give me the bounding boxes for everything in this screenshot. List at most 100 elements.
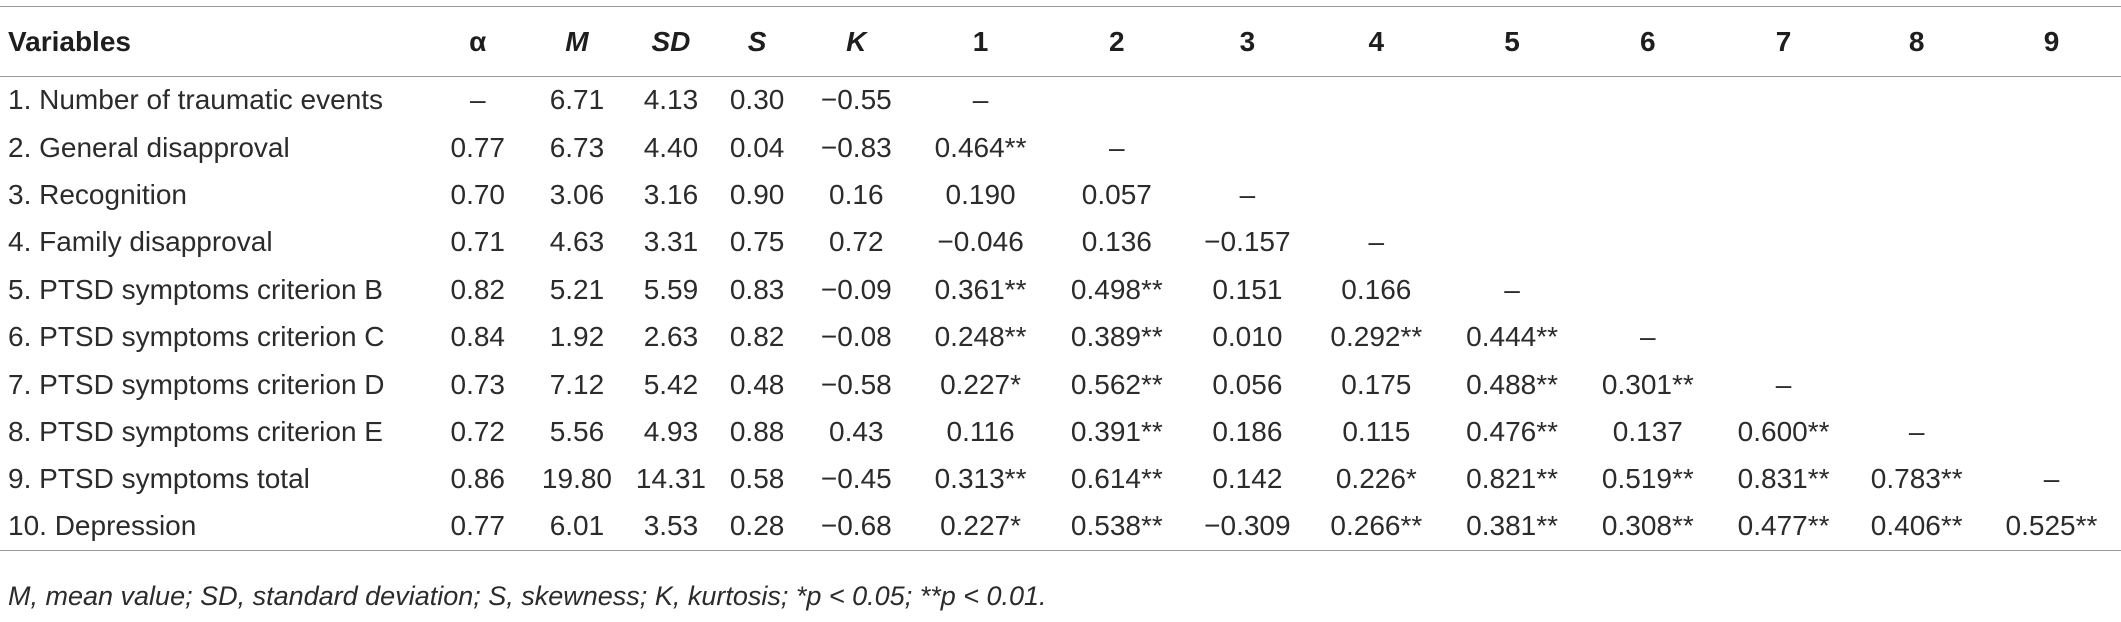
value-cell: 0.186 [1212, 415, 1283, 447]
value-cell: 0.227* [913, 503, 1048, 551]
value-cell: 0.301** [1601, 368, 1694, 400]
value-cell [1982, 219, 2121, 266]
value-cell: 0.313** [934, 463, 1027, 495]
value-cell [1716, 171, 1852, 218]
header-sd: SD [626, 6, 716, 77]
value-cell [1851, 171, 1982, 218]
value-cell: −0.83 [820, 131, 892, 163]
value-cell: 0.600** [1737, 415, 1830, 447]
variable-name-cell: 8. PTSD symptoms criterion E [8, 415, 383, 447]
value-cell: 0.292** [1330, 321, 1423, 353]
value-cell [1716, 219, 1852, 266]
value-cell: −0.68 [798, 503, 914, 551]
value-cell: 0.71 [450, 226, 506, 258]
value-cell: 0.519** [1601, 463, 1694, 495]
value-cell [1580, 171, 1716, 218]
table-row: 3. Recognition 0.70 3.06 3.16 0.90 0.16 0.190 0… [0, 171, 2121, 218]
header-col-4: 4 [1308, 6, 1445, 77]
table-body: 1. Number of traumatic events – 6.71 4.13 0.… [0, 77, 2121, 551]
variable-name-cell: 5. PTSD symptoms criterion B [8, 273, 383, 305]
value-cell: 4.40 [643, 131, 699, 163]
value-cell: – [1908, 415, 1925, 447]
value-cell [1444, 124, 1580, 171]
value-cell: 0.248** [934, 321, 1027, 353]
table-row: 5. PTSD symptoms criterion B 0.82 5.21 5.59… [0, 266, 2121, 313]
value-cell: −0.157 [1204, 226, 1291, 258]
variable-name-cell: 3. Recognition [8, 178, 188, 210]
value-cell: 0.88 [729, 415, 785, 447]
value-cell: 0.614** [1070, 463, 1163, 495]
value-cell: 0.86 [450, 463, 506, 495]
header-col-2: 2 [1047, 6, 1187, 77]
value-cell: 4.13 [643, 84, 699, 116]
value-cell: 0.30 [729, 84, 785, 116]
value-cell: 3.31 [643, 226, 699, 258]
value-cell: 0.28 [715, 503, 799, 551]
value-cell: 0.72 [829, 226, 884, 258]
value-cell: 0.821** [1466, 463, 1559, 495]
value-cell: 0.77 [428, 503, 528, 551]
value-cell [1716, 266, 1852, 313]
value-cell [1982, 361, 2121, 408]
value-cell: 3.16 [643, 178, 699, 210]
value-cell: 0.308** [1579, 503, 1716, 551]
value-cell: 0.391** [1070, 415, 1163, 447]
header-col-3: 3 [1186, 6, 1309, 77]
value-cell: – [2043, 463, 2060, 495]
value-cell: – [972, 84, 989, 116]
table-row: 9. PTSD symptoms total 0.86 19.80 14.31 0.58… [0, 456, 2121, 503]
value-cell: – [1368, 226, 1385, 258]
value-cell: 6.01 [527, 503, 627, 551]
value-cell [1982, 266, 2121, 313]
value-cell: 0.057 [1081, 178, 1152, 210]
value-cell: −0.45 [820, 463, 892, 495]
value-cell [1982, 408, 2121, 455]
value-cell: – [1504, 273, 1520, 305]
value-cell: 3.06 [549, 178, 605, 210]
value-cell: 0.266** [1308, 503, 1445, 551]
value-cell: −0.58 [820, 368, 892, 400]
value-cell: – [1775, 368, 1792, 400]
value-cell [1308, 77, 1444, 124]
value-cell [1580, 219, 1716, 266]
header-mean: M [527, 6, 627, 77]
header-col-5: 5 [1444, 6, 1580, 77]
header-row: Variables α M SD S K 1 2 3 4 5 6 7 8 9 [0, 6, 2121, 77]
value-cell: 5.59 [643, 273, 699, 305]
value-cell: −0.55 [820, 84, 892, 116]
value-cell: 0.226* [1335, 463, 1417, 495]
value-cell: 14.31 [635, 463, 706, 495]
table-row: 6. PTSD symptoms criterion C 0.84 1.92 2.63… [0, 313, 2121, 360]
value-cell: 0.361** [934, 273, 1027, 305]
value-cell: 0.116 [946, 415, 1015, 447]
value-cell: 0.84 [450, 321, 506, 353]
value-cell: 0.488** [1466, 368, 1559, 400]
value-cell: 3.53 [626, 503, 716, 551]
value-cell [1716, 124, 1852, 171]
table-footnote: M, mean value; SD, standard deviation; S… [8, 581, 1047, 611]
header-col-9: 9 [1981, 6, 2121, 77]
header-skewness: S [715, 6, 799, 77]
value-cell: 0.476** [1466, 415, 1559, 447]
value-cell: 0.381** [1444, 503, 1580, 551]
value-cell: 0.525** [1981, 503, 2121, 551]
table-row: 4. Family disapproval 0.71 4.63 3.31 0.75 0.7… [0, 219, 2121, 266]
header-col-6: 6 [1579, 6, 1716, 77]
value-cell [1982, 171, 2121, 218]
value-cell: 4.63 [549, 226, 605, 258]
value-cell: 0.151 [1212, 273, 1283, 305]
value-cell: 0.142 [1212, 463, 1283, 495]
table-row: 8. PTSD symptoms criterion E 0.72 5.56 4.93… [0, 408, 2121, 455]
value-cell [1716, 313, 1852, 360]
value-cell: −0.09 [820, 273, 892, 305]
value-cell: 0.16 [829, 178, 884, 210]
value-cell [1047, 77, 1186, 124]
value-cell [1851, 124, 1982, 171]
value-cell: 0.48 [729, 368, 785, 400]
value-cell: 5.42 [643, 368, 699, 400]
header-alpha: α [428, 6, 528, 77]
value-cell: 2.63 [643, 321, 699, 353]
value-cell [1851, 313, 1982, 360]
value-cell: 0.831** [1737, 463, 1830, 495]
